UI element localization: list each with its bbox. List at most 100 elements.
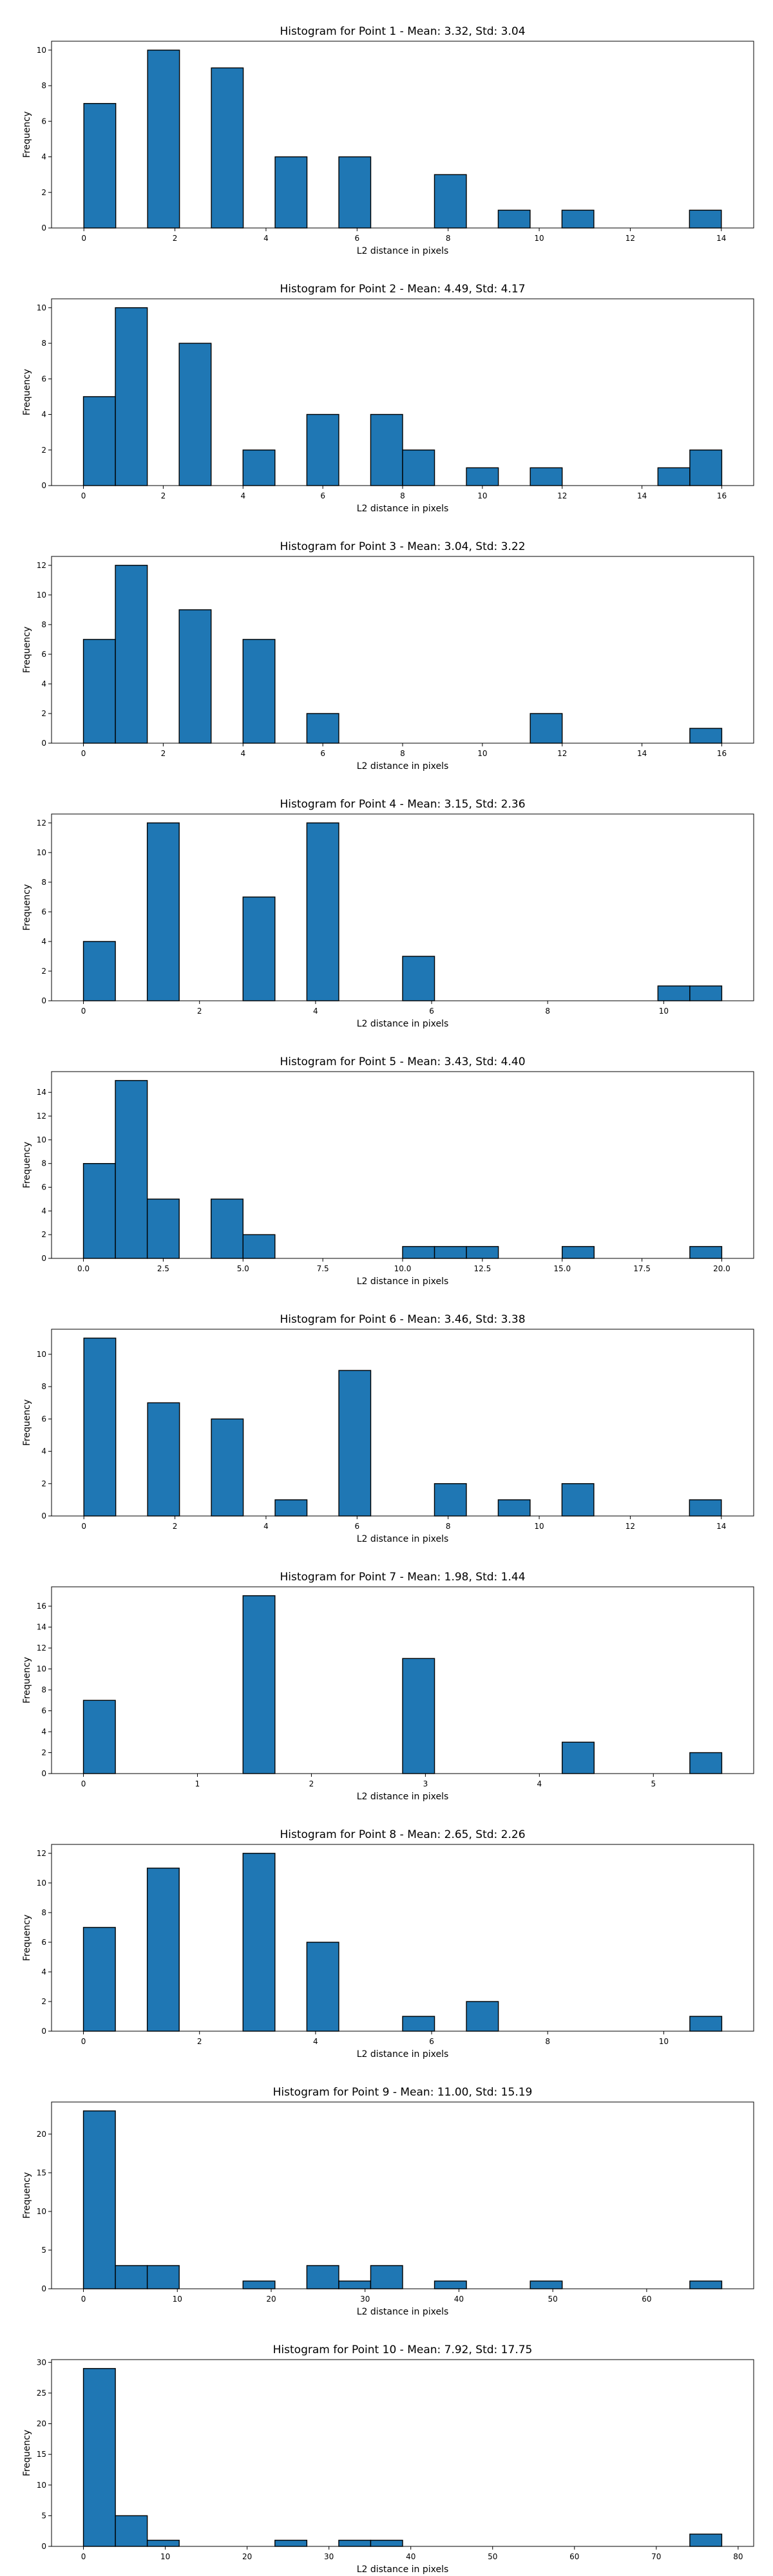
y-tick-label: 6	[41, 1707, 46, 1716]
y-tick-label: 12	[37, 1849, 46, 1858]
histogram-bar	[689, 209, 722, 229]
histogram-bar	[466, 467, 499, 486]
histogram-panel-9: Histogram for Point 9 - Mean: 11.00, Std…	[22, 2086, 754, 2317]
histogram-panel-2: Histogram for Point 2 - Mean: 4.49, Std:…	[22, 283, 754, 514]
y-tick-label: 4	[41, 153, 46, 162]
plot-frame	[51, 813, 754, 1001]
x-tick-label: 6	[429, 2037, 434, 2046]
x-tick-label: 10.0	[394, 1264, 412, 1273]
histogram-bar	[434, 174, 467, 229]
y-tick-label: 0	[41, 1511, 46, 1520]
chart-title: Histogram for Point 10 - Mean: 7.92, Std…	[273, 2344, 533, 2356]
x-tick-label: 40	[454, 2295, 464, 2304]
histogram-bar	[657, 467, 691, 486]
y-tick-label: 12	[37, 561, 46, 570]
x-tick-label: 10	[477, 491, 487, 500]
x-tick-label: 80	[733, 2552, 743, 2561]
histogram-bar	[370, 2539, 403, 2547]
histogram-bar	[562, 1245, 595, 1259]
y-tick-label: 2	[41, 1748, 46, 1757]
histogram-bar	[338, 2280, 372, 2289]
x-tick-label: 4	[537, 1779, 542, 1788]
y-tick-label: 8	[41, 1908, 46, 1917]
y-tick-label: 4	[41, 410, 46, 419]
y-tick-label: 8	[41, 81, 46, 90]
x-tick-label: 12	[625, 1522, 635, 1531]
histogram-bar	[402, 1658, 435, 1774]
y-axis-label: Frequency	[22, 1399, 32, 1446]
x-tick-label: 7.5	[317, 1264, 329, 1273]
histogram-bar	[306, 822, 339, 1001]
histogram-bar	[466, 1245, 499, 1259]
y-tick-label: 2	[41, 188, 46, 197]
plot-frame	[51, 1586, 754, 1774]
x-tick-label: 6	[354, 1522, 359, 1531]
x-tick-label: 20.0	[713, 1264, 730, 1273]
histogram-bar	[146, 1198, 180, 1259]
histogram-bar	[657, 985, 691, 1001]
y-tick-label: 10	[37, 848, 46, 857]
x-tick-label: 2	[173, 234, 178, 243]
histogram-bar	[115, 2515, 148, 2547]
x-axis-label: L2 distance in pixels	[357, 1276, 449, 1287]
y-tick-label: 30	[37, 2358, 46, 2367]
histogram-bar	[689, 450, 723, 486]
y-tick-label: 0	[41, 739, 46, 748]
x-tick-label: 0	[81, 749, 86, 758]
y-tick-label: 2	[41, 1479, 46, 1488]
chart-title: Histogram for Point 8 - Mean: 2.65, Std:…	[280, 1828, 525, 1841]
x-tick-label: 6	[354, 234, 359, 243]
histogram-bar	[82, 2368, 116, 2547]
x-axis-label: L2 distance in pixels	[357, 1534, 449, 1544]
y-tick-label: 10	[37, 1665, 46, 1674]
y-tick-label: 10	[37, 2481, 46, 2490]
y-tick-label: 12	[37, 1112, 46, 1121]
x-tick-label: 2.5	[157, 1264, 169, 1273]
x-tick-label: 50	[488, 2552, 497, 2561]
y-tick-label: 4	[41, 679, 46, 688]
histogram-bar	[689, 1752, 723, 1774]
x-tick-label: 17.5	[633, 1264, 651, 1273]
plot-frame	[51, 1844, 754, 2032]
histogram-bar	[689, 2280, 723, 2289]
x-tick-label: 8	[446, 234, 451, 243]
y-tick-label: 0	[41, 223, 46, 232]
histogram-bar	[242, 1234, 276, 1259]
histogram-bar	[689, 985, 723, 1001]
histogram-bar	[83, 1338, 117, 1517]
x-tick-label: 10	[160, 2552, 170, 2561]
y-tick-label: 8	[41, 1382, 46, 1391]
y-tick-label: 25	[37, 2389, 46, 2398]
histogram-bar	[146, 2265, 180, 2289]
x-tick-label: 20	[242, 2552, 252, 2561]
x-tick-label: 8	[400, 491, 405, 500]
y-tick-label: 16	[37, 1602, 46, 1611]
x-tick-label: 1	[195, 1779, 200, 1788]
y-tick-label: 4	[41, 1967, 46, 1976]
y-tick-label: 6	[41, 1414, 46, 1423]
x-axis-label: L2 distance in pixels	[357, 1792, 449, 1802]
x-tick-label: 16	[717, 491, 727, 500]
x-tick-label: 0	[81, 1007, 86, 1016]
x-tick-label: 40	[406, 2552, 415, 2561]
y-axis-label: Frequency	[22, 884, 32, 931]
y-tick-label: 2	[41, 1997, 46, 2006]
histogram-bar	[402, 956, 435, 1001]
x-tick-label: 6	[320, 491, 325, 500]
x-tick-label: 10	[659, 1007, 669, 1016]
histogram-bar	[434, 2280, 467, 2289]
histogram-bar	[211, 1418, 244, 1517]
histogram-bar	[338, 2539, 372, 2547]
x-tick-label: 14	[716, 1522, 726, 1531]
histogram-bar	[242, 896, 276, 1001]
x-tick-label: 0	[81, 234, 86, 243]
histogram-bar	[689, 1499, 722, 1517]
histogram-bar	[211, 67, 244, 229]
x-tick-label: 4	[313, 1007, 318, 1016]
histogram-bar	[242, 1595, 276, 1774]
histogram-bar	[530, 467, 563, 486]
chart-title: Histogram for Point 1 - Mean: 3.32, Std:…	[280, 25, 525, 38]
x-tick-label: 12	[557, 491, 567, 500]
histogram-panel-5: Histogram for Point 5 - Mean: 3.43, Std:…	[22, 1056, 754, 1287]
